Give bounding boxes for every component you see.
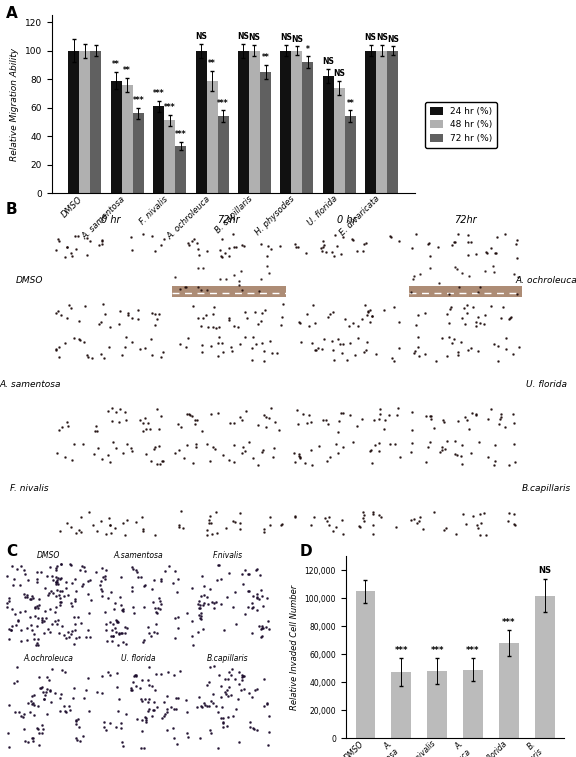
Text: A.ochroleuca: A.ochroleuca bbox=[24, 654, 74, 662]
Text: NS: NS bbox=[291, 35, 303, 44]
Text: B.capillaris: B.capillaris bbox=[522, 484, 571, 493]
Text: NS: NS bbox=[334, 69, 345, 78]
Text: NS: NS bbox=[237, 32, 249, 41]
Text: ***: *** bbox=[153, 89, 165, 98]
Text: A. ochroleuca: A. ochroleuca bbox=[516, 276, 576, 285]
Text: 72hr: 72hr bbox=[454, 215, 477, 225]
Y-axis label: Relative Invaded Cell Number: Relative Invaded Cell Number bbox=[290, 584, 299, 710]
Bar bbox=[249, 51, 260, 193]
Text: ***: *** bbox=[217, 98, 229, 107]
Text: ***: *** bbox=[164, 103, 176, 112]
Text: ***: *** bbox=[430, 646, 444, 655]
Bar bbox=[218, 116, 229, 193]
Text: **: ** bbox=[346, 98, 354, 107]
Bar bbox=[408, 285, 522, 298]
Bar bbox=[133, 114, 144, 193]
Text: NS: NS bbox=[248, 33, 260, 42]
Bar bbox=[122, 85, 133, 193]
Text: ***: *** bbox=[466, 646, 480, 655]
Text: 0 hr: 0 hr bbox=[101, 215, 120, 225]
Text: U. florida: U. florida bbox=[121, 654, 156, 662]
Bar bbox=[376, 51, 387, 193]
Text: ***: *** bbox=[132, 96, 144, 104]
Bar bbox=[281, 51, 291, 193]
Y-axis label: Relative Migration Ability: Relative Migration Ability bbox=[10, 48, 20, 160]
Bar bbox=[463, 670, 483, 738]
Text: NS: NS bbox=[323, 58, 334, 67]
Bar bbox=[175, 146, 186, 193]
Text: A: A bbox=[6, 6, 17, 21]
Legend: 24 hr (%), 48 hr (%), 72 hr (%): 24 hr (%), 48 hr (%), 72 hr (%) bbox=[425, 102, 497, 148]
Text: ***: *** bbox=[395, 646, 408, 655]
Text: ***: *** bbox=[175, 130, 187, 139]
Text: ***: *** bbox=[502, 618, 516, 627]
Bar bbox=[69, 51, 79, 193]
Text: F. nivalis: F. nivalis bbox=[10, 484, 49, 493]
Text: NS: NS bbox=[365, 33, 377, 42]
Bar bbox=[90, 51, 101, 193]
Text: NS: NS bbox=[280, 33, 292, 42]
Text: D: D bbox=[300, 544, 312, 559]
Text: NS: NS bbox=[538, 566, 551, 575]
Text: B: B bbox=[6, 202, 17, 217]
Bar bbox=[291, 51, 302, 193]
Bar bbox=[392, 672, 411, 738]
Bar bbox=[535, 596, 555, 738]
Text: **: ** bbox=[123, 66, 131, 75]
Text: A.samentosa: A.samentosa bbox=[113, 551, 163, 560]
Text: NS: NS bbox=[386, 35, 399, 44]
Bar bbox=[164, 120, 175, 193]
Text: U. florida: U. florida bbox=[526, 380, 567, 389]
Text: B.capillaris: B.capillaris bbox=[207, 654, 248, 662]
Bar bbox=[427, 671, 447, 738]
Text: **: ** bbox=[262, 53, 270, 62]
Bar bbox=[355, 591, 376, 738]
Text: *: * bbox=[306, 45, 310, 54]
Bar bbox=[111, 80, 122, 193]
Bar bbox=[323, 76, 334, 193]
Text: **: ** bbox=[112, 61, 120, 69]
Text: NS: NS bbox=[195, 32, 207, 41]
Text: A. samentosa: A. samentosa bbox=[0, 380, 60, 389]
Text: DMSO: DMSO bbox=[16, 276, 44, 285]
Text: F.nivalis: F.nivalis bbox=[213, 551, 242, 560]
Bar bbox=[79, 51, 90, 193]
Bar bbox=[207, 80, 218, 193]
Bar bbox=[260, 72, 271, 193]
Bar bbox=[302, 62, 313, 193]
Text: NS: NS bbox=[376, 33, 388, 42]
Bar bbox=[345, 116, 356, 193]
Bar bbox=[387, 51, 398, 193]
Bar bbox=[153, 106, 164, 193]
Bar bbox=[334, 88, 345, 193]
Bar bbox=[238, 51, 249, 193]
Text: **: ** bbox=[208, 59, 216, 68]
Bar bbox=[499, 643, 518, 738]
Text: DMSO: DMSO bbox=[37, 551, 60, 560]
Text: C: C bbox=[6, 544, 17, 559]
Text: 72hr: 72hr bbox=[218, 215, 240, 225]
Text: 0 hr: 0 hr bbox=[338, 215, 357, 225]
Bar bbox=[365, 51, 376, 193]
Bar bbox=[172, 285, 286, 298]
Bar bbox=[195, 51, 207, 193]
